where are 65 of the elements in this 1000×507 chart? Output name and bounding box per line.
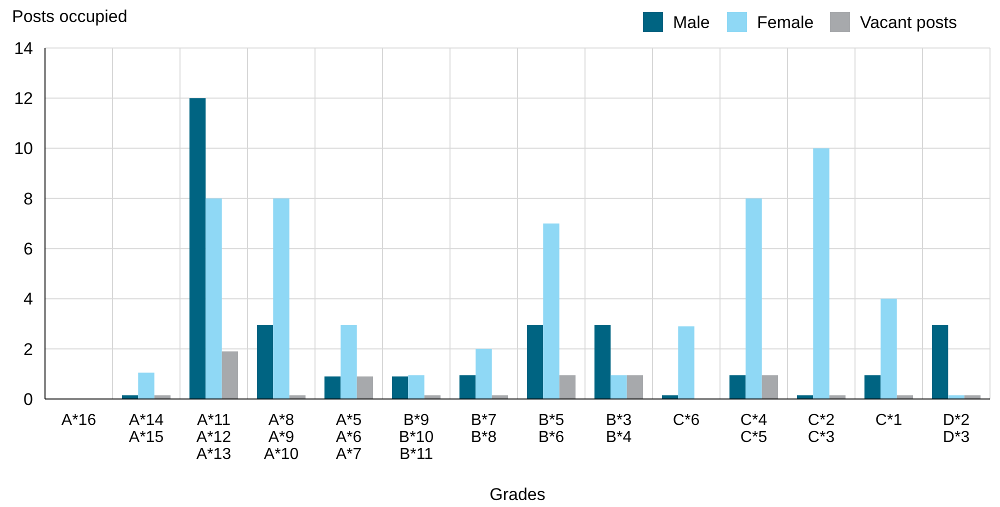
- bar: [154, 395, 171, 399]
- bar: [610, 375, 627, 399]
- y-tick-label: 10: [14, 139, 33, 158]
- y-axis-title: Posts occupied: [12, 7, 128, 26]
- y-tick-label: 0: [24, 390, 33, 409]
- bar: [932, 325, 948, 399]
- y-tick-label: 4: [24, 290, 33, 309]
- legend-label: Male: [673, 12, 710, 32]
- x-tick-label: A*16: [61, 412, 96, 429]
- bar: [408, 375, 424, 399]
- x-tick-label: C*1: [875, 412, 902, 429]
- bar: [880, 298, 897, 399]
- bar: [896, 395, 914, 399]
- x-tick-label: C*4 C*5: [740, 412, 768, 446]
- bar: [526, 325, 544, 399]
- bar: [324, 376, 341, 399]
- x-tick-label: B*9 B*10 B*11: [398, 412, 434, 463]
- bar: [678, 326, 694, 399]
- bar: [289, 395, 306, 399]
- bar: [492, 395, 508, 399]
- bar: [948, 395, 964, 399]
- bar: [829, 395, 846, 399]
- bar: [559, 375, 576, 399]
- x-tick-label: A*11 A*12 A*13: [196, 412, 232, 463]
- bar: [189, 98, 206, 399]
- bar: [340, 325, 357, 399]
- y-tick-label: 14: [14, 38, 33, 58]
- bar: [729, 375, 746, 399]
- bar: [746, 198, 762, 399]
- legend-label: Vacant posts: [860, 12, 958, 32]
- x-tick-label: A*14 A*15: [128, 412, 164, 446]
- x-axis-title: Grades: [490, 485, 546, 504]
- bar: [122, 395, 138, 399]
- x-tick-label: A*5 A*6 A*7: [336, 412, 362, 463]
- bar: [138, 372, 154, 399]
- bar: [762, 375, 778, 399]
- bar: [206, 198, 222, 399]
- bar: [864, 375, 881, 399]
- bar: [256, 325, 274, 399]
- bar: [594, 325, 611, 399]
- x-tick-label: B*5 B*6: [538, 412, 564, 446]
- bar: [796, 395, 814, 399]
- bar: [392, 376, 408, 399]
- bar: [356, 376, 374, 399]
- x-tick-label: B*3 B*4: [606, 412, 632, 446]
- y-tick-label: 8: [24, 189, 33, 208]
- bar: [964, 395, 981, 399]
- bar: [813, 148, 830, 399]
- x-tick-label: A*8 A*9 A*10: [264, 412, 299, 463]
- legend-label: Female: [757, 12, 814, 32]
- y-tick-label: 2: [24, 340, 33, 359]
- bar: [424, 395, 441, 399]
- bar: [459, 375, 476, 399]
- x-tick-label: C*6: [672, 412, 700, 429]
- x-tick-label: C*2 C*3: [808, 412, 835, 446]
- bar: [543, 224, 560, 399]
- bar: [222, 351, 238, 399]
- y-tick-label: 12: [14, 89, 33, 108]
- bar: [662, 395, 678, 399]
- bar: [626, 375, 644, 399]
- x-tick-label: B*7 B*8: [470, 412, 497, 446]
- y-tick-label: 6: [24, 240, 33, 259]
- bar: [273, 198, 290, 399]
- bar: [476, 348, 492, 399]
- x-tick-label: D*2 D*3: [942, 412, 970, 446]
